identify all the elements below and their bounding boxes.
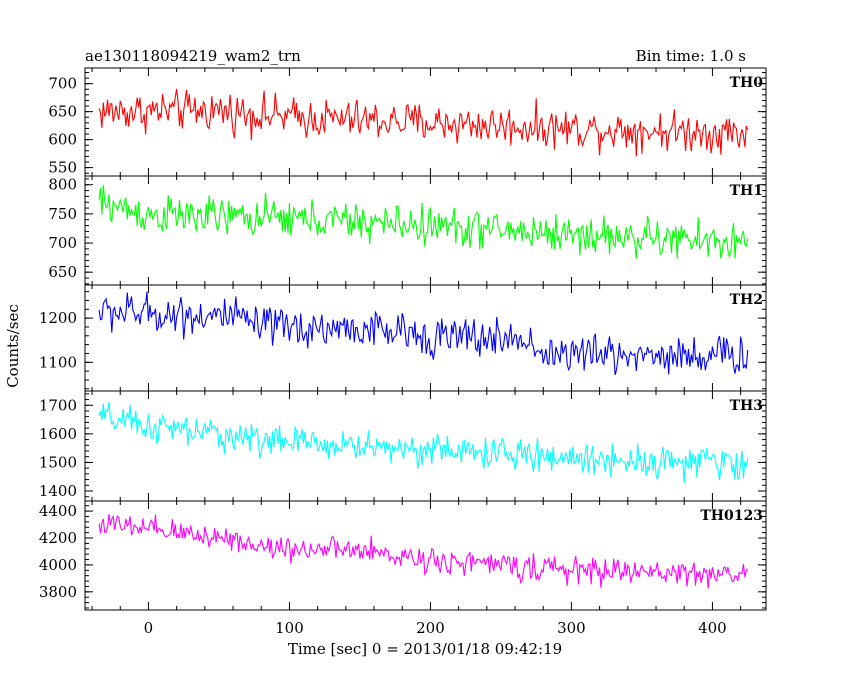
y-tick-label: 4000 bbox=[39, 556, 77, 574]
panel-th2: 1100 1200 TH2 bbox=[39, 284, 767, 392]
x-tick-label: 200 bbox=[416, 619, 445, 637]
x-axis: 0 100 200 300 400 bbox=[144, 619, 727, 637]
x-tick-label: 400 bbox=[698, 619, 727, 637]
bin-time-label: Bin time: 1.0 s bbox=[636, 47, 746, 65]
y-tick-label: 1400 bbox=[39, 482, 77, 500]
panel-label-th0123: TH0123 bbox=[700, 508, 763, 524]
x-tick-label: 300 bbox=[557, 619, 586, 637]
x-tick-label: 0 bbox=[144, 619, 154, 637]
y-tick-label: 650 bbox=[48, 103, 77, 121]
y-tick-label: 600 bbox=[48, 131, 77, 149]
y-tick-label: 1600 bbox=[39, 425, 77, 443]
panel-label-th3: TH3 bbox=[730, 398, 763, 414]
panel-th0: 550 600 650 700 TH0 bbox=[48, 67, 767, 177]
x-axis-label: Time [sec] 0 = 2013/01/18 09:42:19 bbox=[288, 640, 562, 658]
series-line-th0123 bbox=[98, 514, 749, 589]
y-tick-label: 650 bbox=[48, 263, 77, 281]
series-line-th1 bbox=[98, 185, 749, 259]
panels: 550 600 650 700 TH0 650 700 750 800 TH1 1100 1200 TH… bbox=[39, 67, 767, 611]
x-tick-label: 100 bbox=[275, 619, 304, 637]
series-line-th3 bbox=[98, 402, 749, 484]
panel-frame bbox=[84, 175, 767, 286]
series-line-th2 bbox=[98, 291, 749, 375]
y-tick-label: 700 bbox=[48, 234, 77, 252]
y-tick-label: 750 bbox=[48, 205, 77, 223]
panel-th0123: 3800 4000 4200 4400 TH0123 bbox=[39, 500, 767, 611]
y-tick-label: 1200 bbox=[39, 309, 77, 327]
panel-th3: 1400 1500 1600 1700 TH3 bbox=[39, 390, 767, 502]
y-tick-label: 4200 bbox=[39, 529, 77, 547]
y-tick-label: 3800 bbox=[39, 583, 77, 601]
panel-frame bbox=[84, 67, 767, 177]
y-tick-label: 1500 bbox=[39, 453, 77, 471]
panel-label-th2: TH2 bbox=[730, 292, 763, 308]
y-axis-label: Counts/sec bbox=[4, 304, 22, 388]
y-tick-label: 700 bbox=[48, 75, 77, 93]
panel-label-th1: TH1 bbox=[730, 183, 763, 199]
y-tick-label: 1100 bbox=[39, 353, 77, 371]
panel-frame bbox=[84, 390, 767, 502]
panel-frame bbox=[84, 500, 767, 611]
panel-th1: 650 700 750 800 TH1 bbox=[48, 175, 767, 286]
y-tick-label: 4400 bbox=[39, 502, 77, 520]
y-tick-label: 1700 bbox=[39, 396, 77, 414]
series-line-th0 bbox=[98, 88, 749, 157]
panel-label-th0: TH0 bbox=[730, 75, 764, 91]
y-tick-label: 550 bbox=[48, 159, 77, 177]
y-tick-label: 800 bbox=[48, 176, 77, 194]
chart-title: ae130118094219_wam2_trn bbox=[85, 47, 301, 65]
